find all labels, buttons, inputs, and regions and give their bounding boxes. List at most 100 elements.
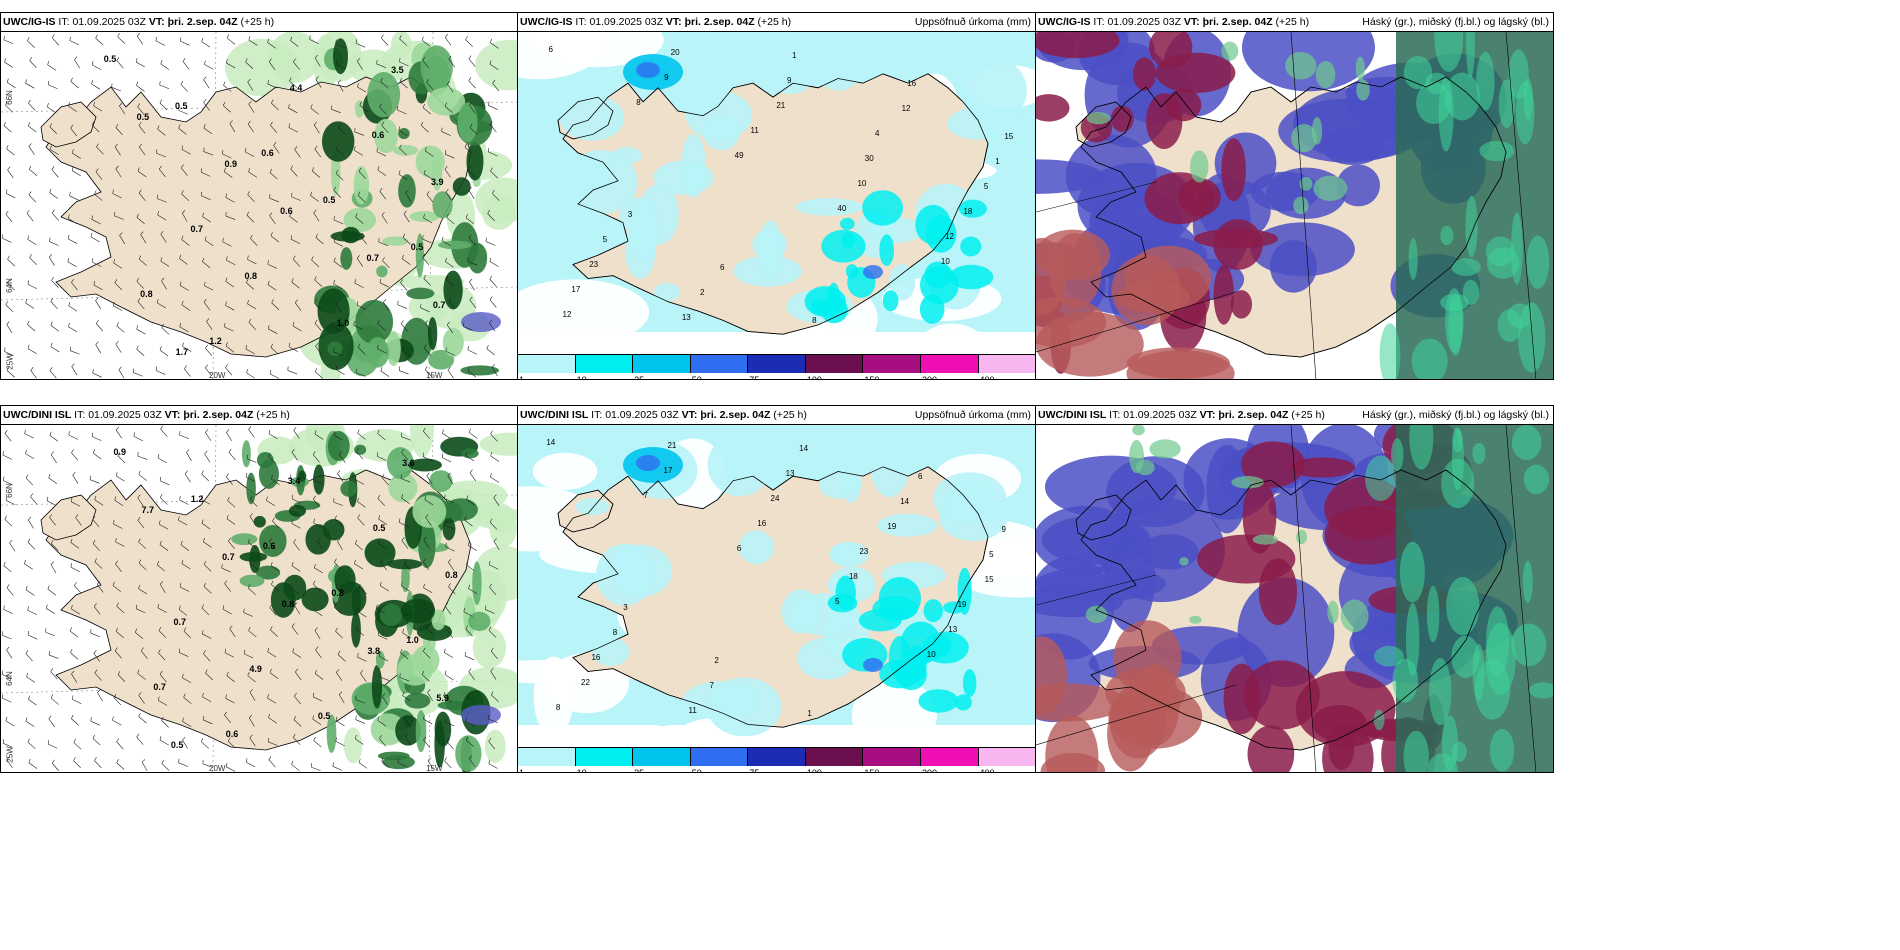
cloud-panel-bottom: UWC/DINI ISL IT: 01.09.2025 03Z VT: þri.…	[1035, 405, 1554, 773]
wind-value-label: 0.7	[174, 617, 187, 627]
wind-value-label: 0.6	[226, 729, 239, 739]
panel-title: UWC/DINI ISL IT: 01.09.2025 03Z VT: þri.…	[520, 409, 807, 421]
westfjords-land	[40, 101, 97, 148]
legend-swatch: 100	[805, 748, 864, 772]
wind-value-label: 0.8	[282, 599, 295, 609]
wind-value-label: 0.5	[175, 101, 188, 111]
legend-swatch: 50	[690, 748, 749, 772]
iceland-land	[562, 466, 989, 728]
wind-value-label: 0.6	[261, 148, 274, 158]
precip-value-label: 5	[989, 550, 994, 559]
legend-tick-label: 150	[864, 375, 880, 380]
precip-value-label: 16	[591, 653, 600, 662]
legend-tick-label: 50	[691, 375, 702, 380]
wind-value-label: 3.5	[391, 65, 404, 75]
legend-tick-label: 10	[576, 375, 587, 380]
wind-value-label: 0.7	[433, 300, 446, 310]
lat-label-64n: 64N	[4, 278, 14, 293]
precip-value-label: 18	[963, 207, 972, 216]
precip-value-label: 19	[958, 600, 967, 609]
precip-value-label: 9	[664, 73, 669, 82]
precip-value-label: 13	[948, 625, 957, 634]
legend-swatch: 150	[863, 748, 921, 772]
precip-value-label: 10	[927, 650, 936, 659]
precip-value-label: 3	[628, 210, 633, 219]
precip-value-label: 5	[835, 597, 840, 606]
legend-swatch: 75	[748, 355, 806, 379]
legend-swatch: 100	[805, 355, 864, 379]
precip-value-label: 15	[985, 575, 994, 584]
legend-tick-label: 400	[979, 768, 995, 773]
precip-value-label: 12	[945, 232, 954, 241]
legend-swatch: 25	[633, 355, 691, 379]
cloud-title: Háský (gr.), miðský (fj.bl.) og lágský (…	[1362, 409, 1549, 421]
precip-legend: 1 10 25 50 75 100 150 200 400	[518, 747, 1035, 772]
wind-value-label: 0.5	[137, 112, 150, 122]
lon-label-15w: 15W	[426, 764, 443, 773]
wind-map: 0.9 1.2 0.6 0.8 1.0 0.7 0.6 3.4 0.5 0.8 0.7 4.9 0.5 3…	[1, 424, 517, 772]
precip-value-label: 30	[865, 154, 874, 163]
wind-value-label: 0.5	[411, 242, 424, 252]
wind-value-label: 0.8	[244, 271, 257, 281]
lat-label-66n: 66N	[4, 90, 14, 105]
precip-title: Uppsöfnuð úrkoma (mm)	[914, 16, 1031, 28]
precip-value-label: 23	[859, 547, 868, 556]
precip-value-label: 6	[549, 45, 554, 54]
precip-value-label: 22	[581, 678, 590, 687]
legend-swatch: 50	[690, 355, 749, 379]
precip-value-label: 3	[623, 603, 628, 612]
legend-swatch: 25	[633, 748, 691, 772]
legend-tick-label: 25	[634, 768, 645, 773]
precip-value-label: 9	[1001, 525, 1006, 534]
precip-value-label: 1	[807, 709, 812, 718]
wind-value-label: 0.6	[280, 206, 293, 216]
lon-label-20w: 20W	[209, 764, 226, 773]
precip-value-label: 14	[900, 497, 909, 506]
precip-value-label: 40	[837, 204, 846, 213]
precip-value-label: 15	[1004, 132, 1013, 141]
precip-panel-top: UWC/IG-IS IT: 01.09.2025 03Z VT: þri. 2.…	[517, 12, 1036, 380]
legend-tick-label: 10	[576, 768, 587, 773]
precip-value-label: 17	[664, 466, 673, 475]
precip-value-label: 6	[720, 263, 725, 272]
legend-tick-label: 50	[691, 768, 702, 773]
legend-tick-label: 200	[921, 375, 937, 380]
wind-map: 0.5 0.5 0.6 0.5 0.5 0.8 1.2 4.4 0.6 3.9 0.7 0.8 1.0 3…	[1, 31, 517, 379]
legend-swatch: 150	[863, 355, 921, 379]
precip-value-label: 2	[700, 288, 705, 297]
legend-swatch: 10	[575, 355, 634, 379]
lat-label-25w: 25W	[5, 746, 15, 763]
legend-swatch: 400	[978, 748, 1035, 772]
precip-value-label: 6	[737, 544, 742, 553]
legend-tick-label: 100	[806, 375, 822, 380]
precip-value-label: 21	[776, 101, 785, 110]
precip-value-label: 16	[757, 519, 766, 528]
westfjords-land	[40, 494, 97, 541]
precip-value-label: 20	[671, 48, 680, 57]
precip-value-label: 23	[589, 260, 598, 269]
wind-value-label: 0.7	[222, 552, 235, 562]
lat-label-66n: 66N	[4, 483, 14, 498]
precip-value-label: 8	[613, 628, 618, 637]
westfjords-land	[557, 489, 614, 533]
legend-swatch: 1	[518, 748, 576, 772]
wind-value-label: 0.8	[445, 570, 458, 580]
precip-value-label: 9	[787, 76, 792, 85]
legend-swatch: 200	[920, 355, 979, 379]
lat-label-25w: 25W	[5, 353, 15, 370]
panel-title: UWC/DINI ISL IT: 01.09.2025 03Z VT: þri.…	[3, 409, 290, 421]
precip-legend: 1 10 25 50 75 100 150 200 400	[518, 354, 1035, 379]
cloud-panel-top: UWC/IG-IS IT: 01.09.2025 03Z VT: þri. 2.…	[1035, 12, 1554, 380]
wind-value-label: 0.9	[114, 447, 127, 457]
westfjords-land	[557, 96, 614, 140]
wind-value-label: 0.8	[331, 588, 344, 598]
legend-tick-label: 75	[749, 768, 760, 773]
iceland-land	[562, 73, 989, 335]
panel-title: UWC/IG-IS IT: 01.09.2025 03Z VT: þri. 2.…	[3, 16, 275, 28]
legend-swatch: 75	[748, 748, 806, 772]
precip-value-label: 13	[682, 313, 691, 322]
cloud-map	[1036, 424, 1553, 772]
legend-tick-label: 150	[864, 768, 880, 773]
precip-value-label: 8	[556, 703, 561, 712]
precip-value-label: 17	[571, 285, 580, 294]
